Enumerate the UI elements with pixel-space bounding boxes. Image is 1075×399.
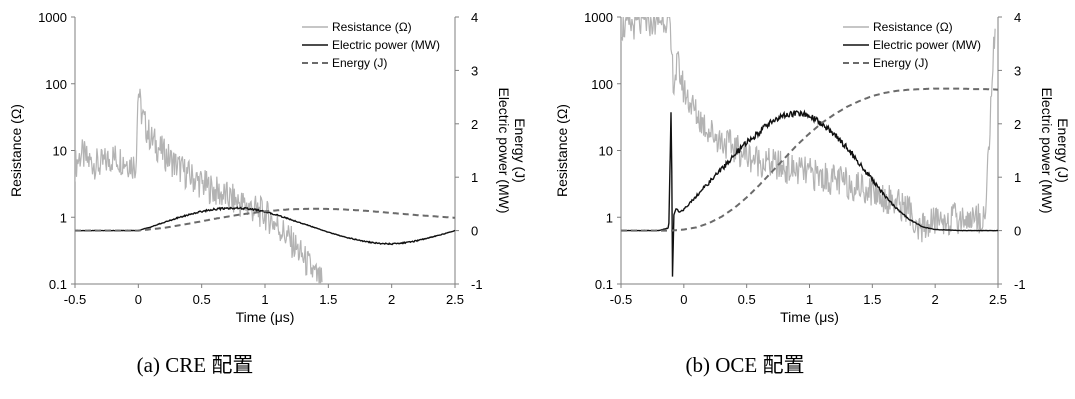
x-tick-label: -0.5 xyxy=(610,292,632,307)
y-left-tick-label: 10 xyxy=(53,144,67,159)
y-right-tick-label: -1 xyxy=(471,277,483,292)
y-left-tick-label: 1 xyxy=(60,210,67,225)
y-right-tick-label: 3 xyxy=(471,63,478,78)
y-right-tick-label: 4 xyxy=(471,10,478,25)
legend-label-electric-power: Electric power (MW) xyxy=(873,38,981,52)
x-axis-title: Time (μs) xyxy=(236,309,295,325)
y-left-axis-title: Resistance (Ω) xyxy=(8,104,24,197)
y-right-axis-title-energy: Energy (J) xyxy=(1055,118,1071,183)
x-tick-label: 2 xyxy=(932,292,939,307)
y-left-axis-title: Resistance (Ω) xyxy=(554,104,570,197)
legend-label-energy: Energy (J) xyxy=(873,56,928,70)
x-tick-label: -0.5 xyxy=(64,292,86,307)
y-left-tick-label: 0.1 xyxy=(595,277,613,292)
y-right-axis-title-power: Electric power (MW) xyxy=(1039,87,1055,213)
x-tick-label: 0.5 xyxy=(738,292,756,307)
x-tick-label: 2.5 xyxy=(446,292,464,307)
y-right-tick-label: 2 xyxy=(471,117,478,132)
y-left-tick-label: 10 xyxy=(599,144,613,159)
y-left-tick-label: 1000 xyxy=(38,10,67,25)
y-right-tick-label: 1 xyxy=(471,170,478,185)
series-resistance-line xyxy=(621,17,996,243)
x-tick-label: 0 xyxy=(135,292,142,307)
y-right-tick-label: 0 xyxy=(1014,224,1021,239)
y-right-tick-label: -1 xyxy=(1014,277,1026,292)
y-left-tick-label: 0.1 xyxy=(49,277,67,292)
legend-label-energy: Energy (J) xyxy=(332,56,387,70)
x-tick-label: 2.5 xyxy=(989,292,1007,307)
x-axis-title: Time (μs) xyxy=(780,309,839,325)
x-tick-label: 0.5 xyxy=(193,292,211,307)
figure-caption: (b) OCE 配置 xyxy=(686,353,805,377)
legend: Resistance (Ω) Electric power (MW) Energy … xyxy=(302,20,440,70)
y-left-tick-label: 1 xyxy=(606,210,613,225)
y-right-tick-label: 4 xyxy=(1014,10,1021,25)
figure-caption: (a) CRE 配置 xyxy=(137,353,254,377)
y-right-tick-label: 1 xyxy=(1014,170,1021,185)
legend: Resistance (Ω) Electric power (MW) Energy … xyxy=(843,20,981,70)
x-tick-label: 1 xyxy=(261,292,268,307)
y-right-tick-label: 0 xyxy=(471,224,478,239)
series-energy-line xyxy=(621,87,998,232)
legend-label-resistance: Resistance (Ω) xyxy=(332,20,412,34)
y-right-tick-label: 3 xyxy=(1014,63,1021,78)
y-left-tick-label: 100 xyxy=(45,77,67,92)
plot-area xyxy=(621,17,998,277)
legend-label-electric-power: Electric power (MW) xyxy=(332,38,440,52)
plot-area xyxy=(75,88,455,284)
legend-label-resistance: Resistance (Ω) xyxy=(873,20,953,34)
y-left-tick-label: 1000 xyxy=(584,10,613,25)
x-tick-label: 2 xyxy=(388,292,395,307)
chart-oce: -0.5 0 0.5 1 1.5 2 2.5 0.1 1 10 100 1000 -1 0 1 2 3 4 Time… xyxy=(554,10,1071,377)
x-tick-label: 0 xyxy=(680,292,687,307)
x-tick-label: 1 xyxy=(806,292,813,307)
y-right-axis-title-power: Electric power (MW) xyxy=(496,87,512,213)
y-right-axis-title-energy: Energy (J) xyxy=(512,118,528,183)
y-left-tick-label: 100 xyxy=(591,77,613,92)
x-tick-label: 1.5 xyxy=(863,292,881,307)
y-right-tick-label: 2 xyxy=(1014,117,1021,132)
series-electric-power-line xyxy=(621,109,998,277)
series-energy-line xyxy=(75,207,455,232)
x-tick-label: 1.5 xyxy=(319,292,337,307)
series-resistance-line xyxy=(75,88,323,284)
chart-cre: -0.5 0 0.5 1 1.5 2 2.5 0.1 1 10 100 1000 -1 0 1 2 3 4 Time… xyxy=(8,10,528,377)
